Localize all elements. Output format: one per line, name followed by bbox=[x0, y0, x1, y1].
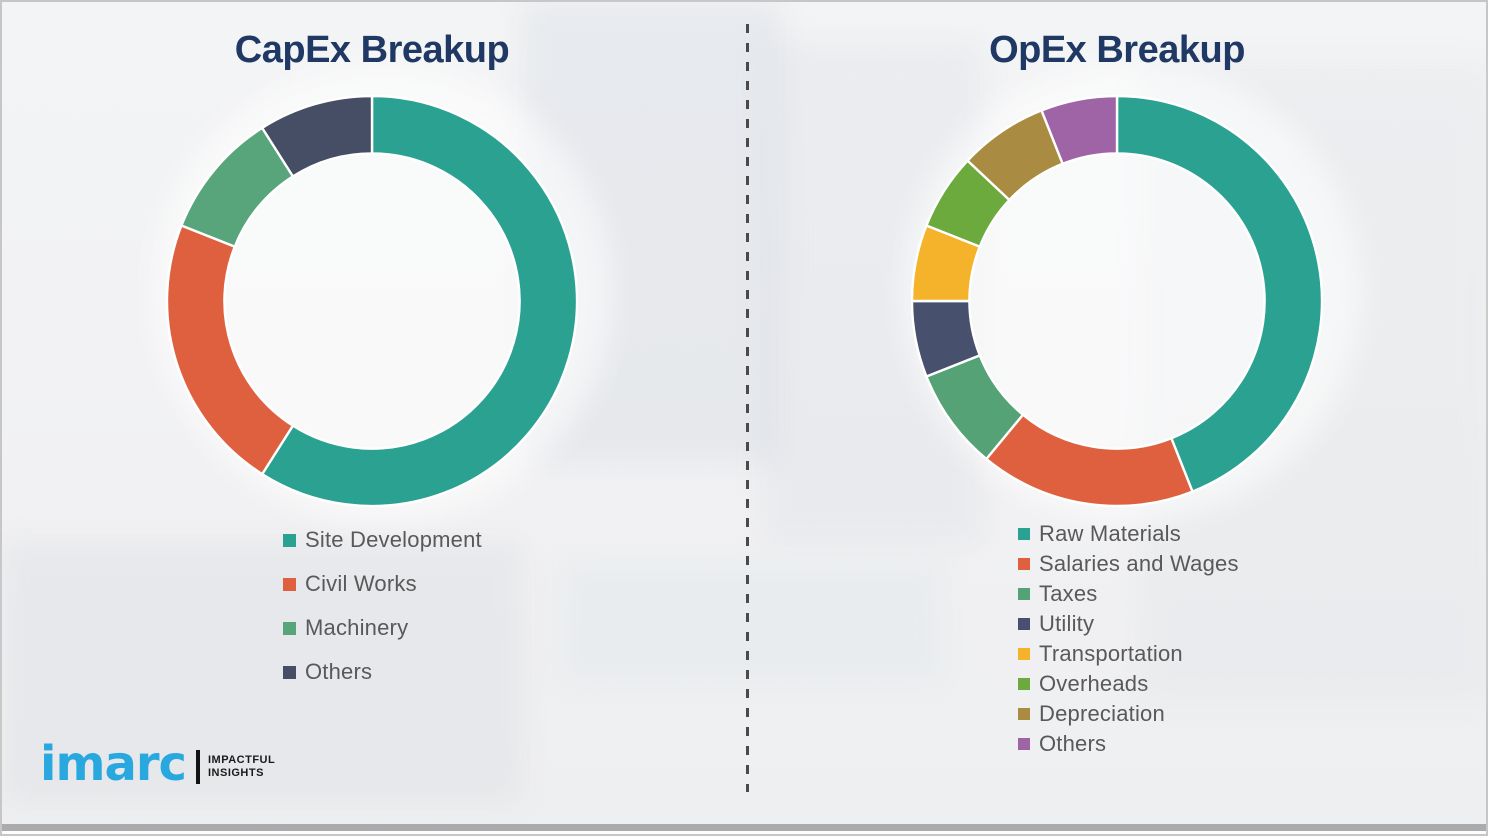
donut-segment-salaries-and-wages bbox=[985, 413, 1194, 507]
legend-item: Machinery bbox=[283, 606, 482, 650]
legend-label: Machinery bbox=[305, 615, 409, 640]
legend-label: Site Development bbox=[305, 527, 482, 552]
legend-color-swatch bbox=[1018, 678, 1030, 690]
capex-legend: Site Development Civil Works Machinery Othe… bbox=[283, 518, 482, 694]
legend-color-swatch bbox=[1018, 708, 1030, 720]
legend-label: Raw Materials bbox=[1039, 521, 1181, 546]
donut-segment-raw-materials bbox=[1115, 95, 1323, 493]
donut-segment-others bbox=[1040, 95, 1119, 165]
legend-item: Utility bbox=[1018, 609, 1239, 639]
legend-item: Taxes bbox=[1018, 579, 1239, 609]
legend-item: Others bbox=[1018, 729, 1239, 759]
donut-segment-civil-works bbox=[166, 224, 295, 476]
legend-item: Civil Works bbox=[283, 562, 482, 606]
legend-item: Depreciation bbox=[1018, 699, 1239, 729]
donut-segment-others bbox=[260, 95, 374, 178]
legend-color-swatch bbox=[1018, 528, 1030, 540]
legend-label: Overheads bbox=[1039, 671, 1149, 696]
imarc-brand-text: imarc bbox=[40, 736, 187, 792]
legend-color-swatch bbox=[1018, 588, 1030, 600]
legend-label: Transportation bbox=[1039, 641, 1183, 666]
legend-color-swatch bbox=[1018, 738, 1030, 750]
window-bottom-margin bbox=[2, 831, 1486, 834]
legend-item: Site Development bbox=[283, 518, 482, 562]
legend-color-swatch bbox=[1018, 648, 1030, 660]
legend-item: Overheads bbox=[1018, 669, 1239, 699]
opex-legend: Raw Materials Salaries and Wages Taxes Util… bbox=[1018, 519, 1239, 759]
legend-color-swatch bbox=[283, 577, 296, 591]
donut-segment-site-development bbox=[260, 95, 578, 507]
window-bottom-edge bbox=[2, 824, 1486, 831]
legend-color-swatch bbox=[1018, 558, 1030, 570]
legend-item: Others bbox=[283, 650, 482, 694]
legend-label: Depreciation bbox=[1039, 701, 1165, 726]
opex-chart-title: OpEx Breakup bbox=[989, 29, 1245, 71]
dashed-divider-line bbox=[746, 24, 749, 792]
legend-label: Salaries and Wages bbox=[1039, 551, 1239, 576]
legend-label: Others bbox=[1039, 731, 1107, 756]
legend-color-swatch bbox=[1018, 618, 1030, 630]
capex-donut-chart bbox=[166, 95, 578, 507]
legend-color-swatch bbox=[283, 665, 296, 679]
opex-donut-chart bbox=[911, 95, 1323, 507]
logo-separator-bar bbox=[195, 750, 200, 784]
logo-tagline-line1: IMPACTFUL bbox=[207, 754, 276, 766]
legend-label: Utility bbox=[1039, 611, 1095, 636]
logo-tagline-line2: INSIGHTS bbox=[207, 767, 264, 779]
background-texture-patch bbox=[562, 562, 942, 682]
logo-tagline: IMPACTFUL INSIGHTS bbox=[208, 754, 275, 780]
legend-label: Civil Works bbox=[305, 571, 417, 596]
imarc-logo: imarc IMPACTFUL INSIGHTS bbox=[40, 740, 275, 788]
legend-color-swatch bbox=[283, 533, 296, 547]
legend-label: Others bbox=[305, 659, 373, 684]
legend-item: Salaries and Wages bbox=[1018, 549, 1239, 579]
legend-label: Taxes bbox=[1039, 581, 1098, 606]
legend-item: Raw Materials bbox=[1018, 519, 1239, 549]
capex-chart-title: CapEx Breakup bbox=[234, 29, 510, 71]
legend-item: Transportation bbox=[1018, 639, 1239, 669]
legend-color-swatch bbox=[283, 621, 296, 635]
